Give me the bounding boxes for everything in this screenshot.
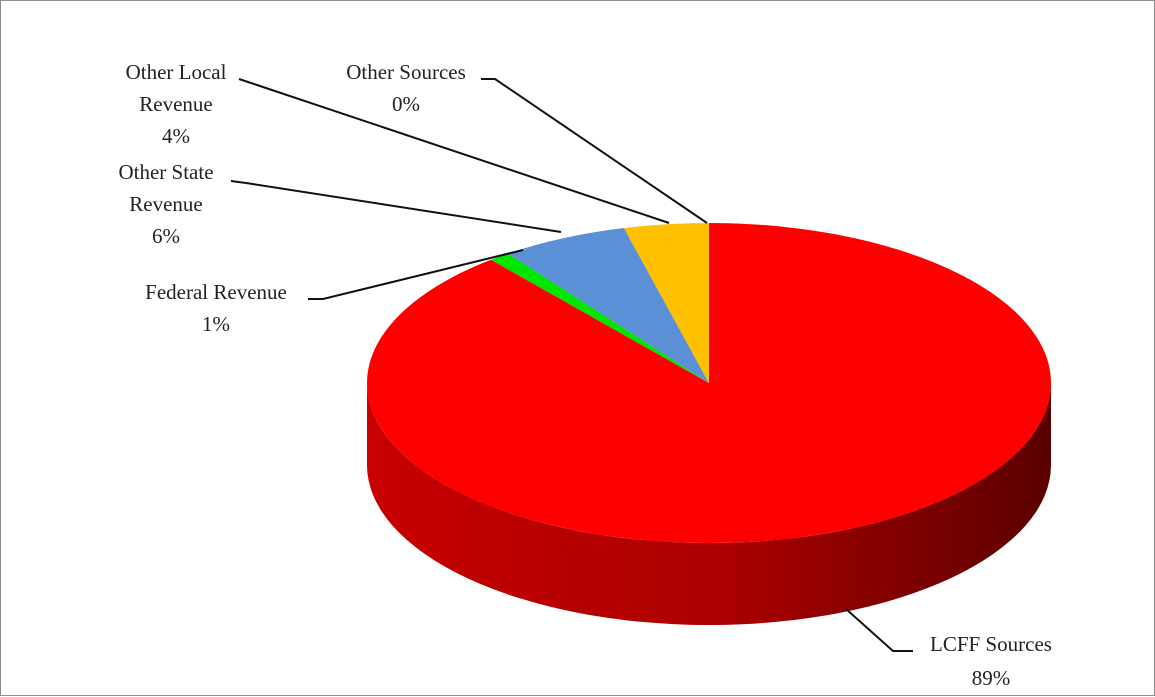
slice-name-label: Revenue — [139, 92, 212, 116]
slice-percent-label: 1% — [202, 312, 230, 336]
leader-line — [230, 180, 562, 233]
leader-line — [845, 608, 913, 652]
slice-percent-label: 4% — [162, 124, 190, 148]
pie-slice-other-state-revenue — [507, 228, 709, 383]
leader-line — [238, 78, 670, 224]
data-label-other-sources: Other Sources 0% — [346, 60, 708, 224]
data-label-other-local-revenue: Other Local Revenue 4% — [126, 60, 670, 224]
pie-slice-lcff-sources — [367, 223, 1052, 543]
data-label-other-state-revenue: Other State Revenue 6% — [118, 160, 562, 248]
slice-name-label: LCFF Sources — [930, 632, 1052, 656]
slice-percent-label: 6% — [152, 224, 180, 248]
pie-slice-other-local-revenue — [623, 223, 709, 383]
slice-name-label: Other State — [118, 160, 213, 184]
data-label-federal-revenue: Federal Revenue 1% — [145, 249, 524, 336]
slice-percent-label: 89% — [972, 666, 1011, 690]
pie-slice-federal-revenue — [491, 253, 709, 383]
leader-line — [481, 78, 708, 224]
slice-percent-label: 0% — [392, 92, 420, 116]
leader-line — [308, 249, 524, 300]
data-label-lcff-sources: LCFF Sources 89% — [845, 608, 1052, 690]
slice-name-label: Other Local — [126, 60, 227, 84]
pie-side-wall — [367, 383, 1051, 625]
slice-name-label: Other Sources — [346, 60, 466, 84]
slice-name-label: Federal Revenue — [145, 280, 287, 304]
slice-name-label: Revenue — [129, 192, 202, 216]
